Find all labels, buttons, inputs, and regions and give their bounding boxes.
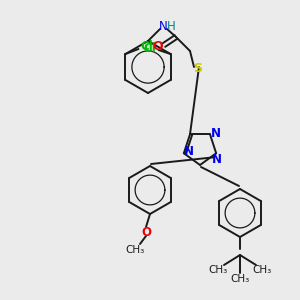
- Text: CH₃: CH₃: [230, 274, 250, 284]
- Text: O: O: [141, 226, 151, 239]
- Text: Cl: Cl: [140, 40, 153, 53]
- Text: CH₃: CH₃: [252, 265, 272, 275]
- Text: N: N: [211, 127, 221, 140]
- Text: Cl: Cl: [143, 41, 156, 55]
- Text: N: N: [159, 20, 167, 32]
- Text: N: N: [184, 145, 194, 158]
- Text: H: H: [167, 20, 176, 32]
- Text: O: O: [153, 40, 163, 52]
- Text: S: S: [194, 61, 202, 74]
- Text: N: N: [212, 153, 222, 166]
- Text: CH₃: CH₃: [208, 265, 228, 275]
- Text: CH₃: CH₃: [125, 245, 145, 255]
